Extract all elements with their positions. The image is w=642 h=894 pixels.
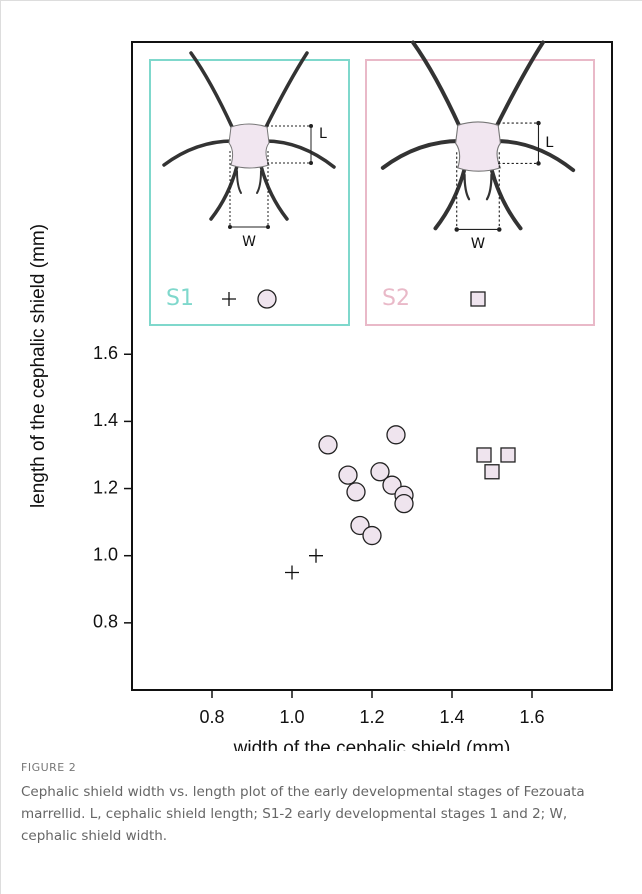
point xyxy=(346,482,366,502)
y-tick-label: 1.4 xyxy=(93,410,118,430)
inset-width-label: W xyxy=(242,234,256,250)
point xyxy=(338,465,358,485)
point xyxy=(370,462,390,482)
inset-s2 xyxy=(365,59,595,326)
x-tick-label: 1.0 xyxy=(279,707,304,727)
creature-s2: L W xyxy=(380,40,576,252)
point xyxy=(476,447,492,463)
legend-marker xyxy=(470,291,486,307)
x-tick-label: 0.8 xyxy=(199,707,224,727)
y-tick-label: 1.0 xyxy=(93,544,118,564)
point xyxy=(362,525,382,546)
point xyxy=(484,464,500,480)
x-tick-label: 1.4 xyxy=(439,707,464,727)
x-axis-label: width of the cephalic shield (mm) xyxy=(233,738,511,751)
y-axis-label: length of the cephalic shield (mm) xyxy=(28,224,49,508)
caption-text: Cephalic shield width vs. length plot of… xyxy=(21,784,585,844)
legend-marker xyxy=(257,289,277,309)
point xyxy=(285,565,299,580)
y-tick-label: 1.6 xyxy=(93,343,118,363)
caption-label: FIGURE 2 xyxy=(21,761,77,774)
point xyxy=(309,548,323,563)
legend-label: S2 xyxy=(382,286,410,311)
point xyxy=(500,447,516,463)
creature-s1: L W xyxy=(162,51,336,250)
plot-frame xyxy=(131,41,613,691)
inset-s1 xyxy=(149,59,350,326)
inset-length-label: L xyxy=(545,134,554,151)
point xyxy=(318,435,338,455)
x-tick-label: 1.6 xyxy=(519,707,544,727)
point xyxy=(394,494,414,514)
legend-label: S1 xyxy=(166,286,194,311)
inset-length-label: L xyxy=(319,126,327,142)
y-tick-label: 1.2 xyxy=(93,477,118,497)
y-tick-label: 0.8 xyxy=(93,612,118,632)
x-tick-label: 1.2 xyxy=(359,707,384,727)
legend-marker xyxy=(222,292,236,306)
chart: L W L W width of the cephalic shield (mm… xyxy=(28,40,613,759)
inset-width-label: W xyxy=(471,235,485,252)
point xyxy=(386,425,406,445)
